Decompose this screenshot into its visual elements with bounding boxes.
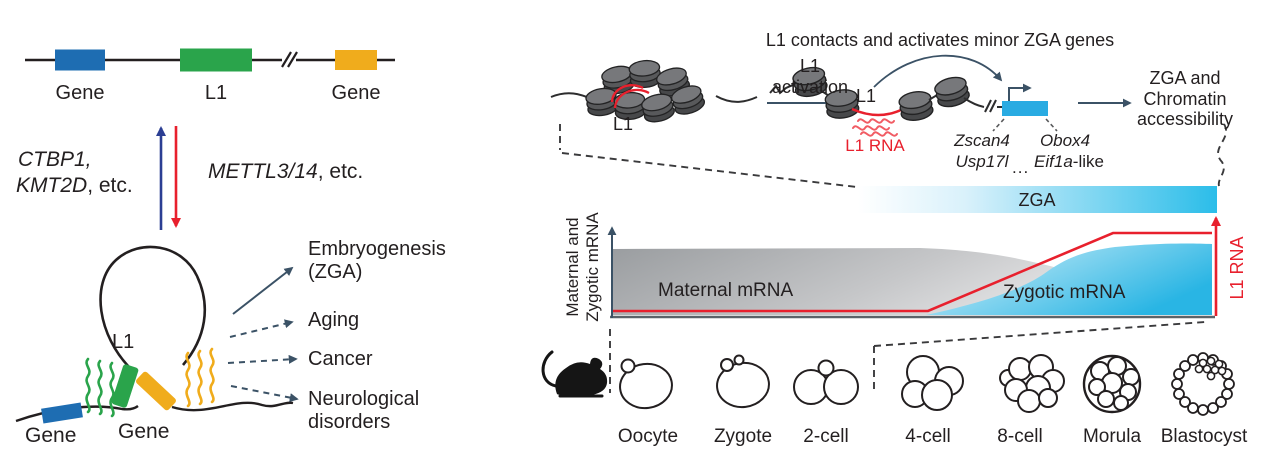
- green-l1-box: [180, 48, 252, 72]
- stage-8cell-label: 8-cell: [997, 426, 1043, 447]
- loop-green-l1-box: [111, 364, 139, 408]
- outcome-aging-label: Aging: [308, 309, 360, 331]
- outcome-cancer-label: Cancer: [308, 348, 373, 370]
- mrna-chart: [607, 186, 1221, 319]
- dna-loop: [99, 245, 207, 370]
- stage-zygote-label: Zygote: [713, 426, 773, 447]
- l1-red-dna-segment: [851, 107, 904, 117]
- open-chromatin: [769, 54, 1058, 137]
- loop-orange-gene-box: [136, 371, 176, 411]
- right-panel-title: L1 contacts and activates minor ZGA gene…: [765, 30, 1115, 50]
- gene-name-callout-dashes: [992, 118, 1058, 132]
- regulation-arrows: [156, 126, 181, 230]
- dashed-arrow-neuro: [230, 385, 299, 403]
- regulator-ctbp1-label: CTBP1,: [18, 148, 92, 171]
- outcome-arrows: [227, 266, 299, 403]
- eight-cell-icon: [999, 354, 1065, 413]
- dashed-guides: [559, 123, 1227, 393]
- regulator-kmt2d-label: KMT2D, etc.: [16, 174, 133, 197]
- mouse-icon: [541, 350, 608, 398]
- promoter-arrow-icon: [1008, 83, 1032, 101]
- outcome-neuro-label: Neurological disorders: [308, 388, 420, 433]
- track-gene-left-label: Gene: [55, 82, 105, 104]
- track-gene-right-label: Gene: [331, 82, 381, 104]
- gene-zscan4-label: Zscan4: [954, 131, 1010, 150]
- l1-rna-line: [613, 231, 1212, 313]
- open-l1-label: L1: [856, 86, 877, 106]
- chromatin-loop: [15, 245, 294, 424]
- loop-gene-center-label: Gene: [118, 420, 170, 443]
- zga-bar-label: ZGA: [1018, 190, 1056, 210]
- gene-track: [25, 48, 395, 72]
- zygote-icon: [716, 354, 770, 409]
- dna-break-icon: [984, 99, 992, 113]
- l1-contact-arc-arrow: [873, 54, 1003, 88]
- gene-eif1a-label: Eif1a-like: [1034, 152, 1104, 171]
- l1-rna-label: L1 RNA: [845, 136, 905, 155]
- stage-oocyte-label: Oocyte: [617, 426, 679, 447]
- condensed-chromatin: [550, 58, 758, 126]
- four-cell-icon: [901, 355, 964, 411]
- track-break-icon: [281, 51, 292, 68]
- orange-gene-box: [335, 50, 377, 70]
- morula-icon: [1082, 354, 1142, 414]
- solid-arrow-embryogenesis: [232, 266, 294, 315]
- gene-ellipsis-label: ...: [1012, 158, 1030, 177]
- oocyte-icon: [619, 358, 673, 410]
- maternal-mrna-label: Maternal mRNA: [658, 280, 794, 301]
- result-label: ZGA and Chromatin accessibility: [1136, 68, 1234, 130]
- stage-4cell-label: 4-cell: [905, 426, 951, 447]
- outcome-embryogenesis-label: Embryogenesis (ZGA): [308, 238, 446, 283]
- regulator-mettl-label: METTL3/14, etc.: [208, 160, 364, 183]
- l1-rna-axis-label: L1 RNA: [1227, 236, 1247, 300]
- track-l1-label: L1: [204, 82, 228, 104]
- condensed-l1-label: L1: [612, 114, 634, 134]
- zga-gene-box: [1002, 101, 1048, 116]
- loop-blue-gene-box: [41, 402, 83, 424]
- zga-gradient-bar: [858, 186, 1217, 213]
- l1-activation-label: L1 activation: [771, 56, 849, 97]
- l1-rna-squiggles-icon: [852, 118, 898, 137]
- l1-red-arc: [610, 84, 644, 103]
- dashed-arrow-cancer: [227, 354, 298, 364]
- blue-gene-box: [55, 49, 105, 71]
- embryo-stages: [619, 352, 1235, 416]
- dashed-arrow-aging: [229, 319, 294, 338]
- two-cell-icon: [793, 359, 859, 405]
- stage-blastocyst-label: Blastocyst: [1160, 426, 1248, 447]
- y-axis-label: Maternal and Zygotic mRNA: [563, 212, 602, 322]
- stage-2cell-label: 2-cell: [803, 426, 849, 447]
- stage-morula-label: Morula: [1082, 426, 1142, 447]
- gene-usp17l-label: Usp17l: [955, 152, 1009, 171]
- blastocyst-icon: [1171, 352, 1235, 416]
- orange-rna-squiggles-icon: [185, 347, 215, 408]
- zygotic-mrna-area: [926, 243, 1212, 315]
- gene-obox4-label: Obox4: [1039, 131, 1091, 150]
- zygotic-mrna-label: Zygotic mRNA: [1003, 282, 1126, 303]
- loop-gene-left-label: Gene: [25, 424, 77, 447]
- loop-l1-label: L1: [112, 331, 135, 353]
